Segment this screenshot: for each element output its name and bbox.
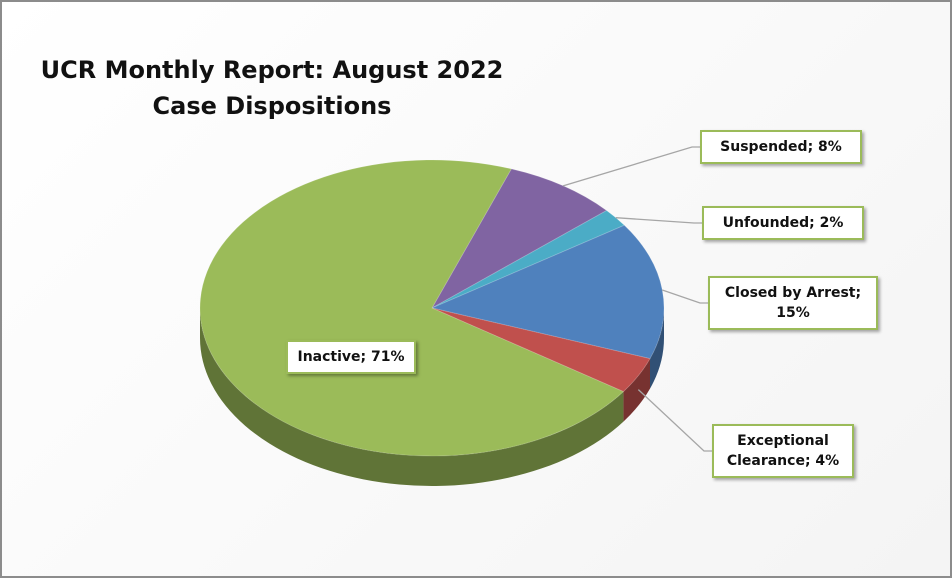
data-label: Inactive; 71% bbox=[286, 340, 416, 374]
slice bbox=[431, 209, 626, 309]
leader-line bbox=[615, 217, 702, 224]
slice-side bbox=[650, 308, 664, 389]
data-label: Unfounded; 2% bbox=[702, 206, 864, 240]
leader-line bbox=[662, 289, 708, 304]
data-label: Closed by Arrest; 15% bbox=[708, 276, 878, 330]
data-label: Exceptional Clearance; 4% bbox=[712, 424, 854, 478]
leader-line bbox=[637, 389, 712, 452]
slice bbox=[431, 307, 651, 393]
data-label: Suspended; 8% bbox=[700, 130, 862, 164]
leader-line bbox=[562, 146, 700, 187]
slice-side bbox=[623, 358, 651, 422]
chart-subtitle: Case Dispositions bbox=[152, 92, 392, 120]
chart-title: UCR Monthly Report: August 2022 bbox=[40, 56, 504, 84]
slice bbox=[199, 159, 625, 457]
slice-side bbox=[200, 308, 624, 487]
